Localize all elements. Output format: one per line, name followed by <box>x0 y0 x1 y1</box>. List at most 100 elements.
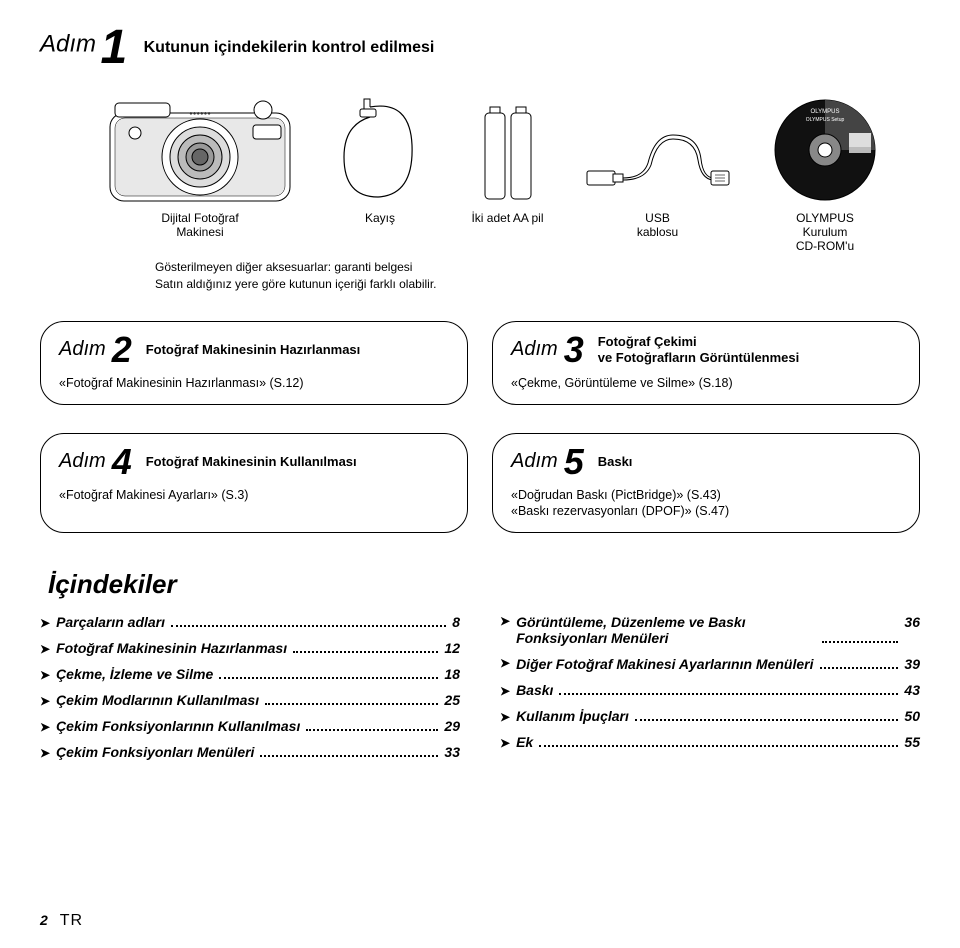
svg-text:●●●●●●: ●●●●●● <box>189 111 211 117</box>
toc-arrow-icon: ➤ <box>500 710 510 724</box>
toc-item-text: Diğer Fotoğraf Makinesi Ayarlarının Menü… <box>516 656 813 672</box>
toc-item: ➤ Diğer Fotoğraf Makinesi Ayarlarının Men… <box>500 656 920 672</box>
page-number: 2 <box>40 912 48 928</box>
strap-illustration <box>325 95 435 205</box>
toc-item: ➤ Fotoğraf Makinesinin Hazırlanması 12 <box>40 640 460 656</box>
svg-text:OLYMPUS: OLYMPUS <box>811 109 840 115</box>
toc-arrow-icon: ➤ <box>500 614 510 646</box>
toc-item-text: Çekme, İzleme ve Silme <box>56 666 213 682</box>
strap-icon <box>330 95 430 205</box>
toc-arrow-icon: ➤ <box>40 720 50 734</box>
toc-item: ➤ Çekim Fonksiyonları Menüleri 33 <box>40 744 460 760</box>
step3-ref: «Çekme, Görüntüleme ve Silme» (S.18) <box>511 376 901 390</box>
step1-note2: Satın aldığınız yere göre kutunun içeriğ… <box>155 276 920 293</box>
toc-item-text: Baskı <box>516 682 553 698</box>
step4-label: Adım <box>59 450 106 473</box>
usb-icon <box>583 115 733 205</box>
toc-dots <box>539 745 898 747</box>
toc-item-page: 29 <box>444 718 460 734</box>
toc-item-text: Çekim Modlarının Kullanılması <box>56 692 259 708</box>
toc-item: ➤Görüntüleme, Düzenleme ve Baskı Fonksiy… <box>500 614 920 646</box>
usb-label: USB kablosu <box>580 211 735 253</box>
toc-dots <box>306 729 438 731</box>
toc-item-text: Kullanım İpuçları <box>516 708 629 724</box>
toc-item-page: 39 <box>904 656 920 672</box>
toc-item: ➤ Parçaların adları 8 <box>40 614 460 630</box>
toc-item-page: 33 <box>444 744 460 760</box>
batteries-label: İki adet AA pil <box>460 211 555 253</box>
toc-arrow-icon: ➤ <box>500 736 510 750</box>
toc-dots <box>265 703 438 705</box>
step2-box: Adım 2 Fotoğraf Makinesinin Hazırlanması… <box>40 321 468 405</box>
step4-number: 4 <box>112 444 132 480</box>
step2-number: 2 <box>112 332 132 368</box>
step1-title: Kutunun içindekilerin kontrol edilmesi <box>144 39 435 57</box>
batteries-icon <box>473 95 543 205</box>
toc-item-text: Çekim Fonksiyonları Menüleri <box>56 744 254 760</box>
toc-arrow-icon: ➤ <box>40 746 50 760</box>
camera-illustration: ●●●●●● <box>100 95 300 205</box>
usb-illustration <box>580 115 735 205</box>
step3-box: Adım 3 Fotoğraf Çekimi ve Fotoğrafların … <box>492 321 920 405</box>
toc-dots <box>559 693 898 695</box>
cd-illustration: OLYMPUS OLYMPUS Setup <box>760 95 890 205</box>
step3-number: 3 <box>564 332 584 368</box>
toc-item-text: Parçaların adları <box>56 614 165 630</box>
page-footer: 2 TR <box>40 912 83 930</box>
toc-dots <box>260 755 438 757</box>
toc-item: ➤Kullanım İpuçları50 <box>500 708 920 724</box>
step5-box: Adım 5 Baskı «Doğrudan Baskı (PictBridge… <box>492 433 920 533</box>
toc-arrow-icon: ➤ <box>500 656 510 672</box>
step1-label: Adım <box>40 31 96 58</box>
step4-box: Adım 4 Fotoğraf Makinesinin Kullanılması… <box>40 433 468 533</box>
batteries-illustration <box>460 95 555 205</box>
camera-icon: ●●●●●● <box>105 95 295 205</box>
cd-label: OLYMPUS Kurulum CD-ROM'u <box>760 211 890 253</box>
strap-label: Kayış <box>325 211 435 253</box>
toc-dots <box>820 656 899 669</box>
toc-arrow-icon: ➤ <box>40 694 50 708</box>
toc-item-page: 12 <box>444 640 460 656</box>
box-contents-labels: Dijital Fotoğraf Makinesi Kayış İki adet… <box>100 211 920 253</box>
step5-number: 5 <box>564 444 584 480</box>
svg-text:OLYMPUS Setup: OLYMPUS Setup <box>806 117 845 123</box>
toc-dots <box>171 625 446 627</box>
toc-heading: İçindekiler <box>48 569 920 600</box>
toc-item-text: Fotoğraf Makinesinin Hazırlanması <box>56 640 287 656</box>
toc-item-page: 25 <box>444 692 460 708</box>
steps-row-4-5: Adım 4 Fotoğraf Makinesinin Kullanılması… <box>40 433 920 533</box>
step5-ref1: «Doğrudan Baskı (PictBridge)» (S.43) <box>511 488 901 502</box>
step4-ref: «Fotoğraf Makinesi Ayarları» (S.3) <box>59 488 449 502</box>
toc-dots <box>635 719 899 721</box>
toc-item-page: 36 <box>904 614 920 646</box>
toc-dots <box>293 651 438 653</box>
toc-item-text: Çekim Fonksiyonlarının Kullanılması <box>56 718 300 734</box>
toc-item-text: Ek <box>516 734 533 750</box>
toc-item-page: 55 <box>904 734 920 750</box>
toc-item: ➤ Ek 55 <box>500 734 920 750</box>
step5-ref2: «Baskı rezervasyonları (DPOF)» (S.47) <box>511 504 901 518</box>
step2-label: Adım <box>59 338 106 361</box>
toc-arrow-icon: ➤ <box>40 642 50 656</box>
toc-arrow-icon: ➤ <box>40 616 50 630</box>
toc-arrow-icon: ➤ <box>40 668 50 682</box>
toc-item-page: 43 <box>904 682 920 698</box>
toc-item: ➤ Çekim Fonksiyonlarının Kullanılması 29 <box>40 718 460 734</box>
step1-note1: Gösterilmeyen diğer aksesuarlar: garanti… <box>155 259 920 276</box>
toc-dots <box>822 614 898 643</box>
toc-arrow-icon: ➤ <box>500 684 510 698</box>
camera-label: Dijital Fotoğraf Makinesi <box>100 211 300 253</box>
toc-right-column: ➤Görüntüleme, Düzenleme ve Baskı Fonksiy… <box>500 614 920 770</box>
toc-item: ➤ Çekim Modlarının Kullanılması 25 <box>40 692 460 708</box>
toc-item-page: 8 <box>452 614 460 630</box>
step5-title: Baskı <box>598 454 633 470</box>
steps-row-2-3: Adım 2 Fotoğraf Makinesinin Hazırlanması… <box>40 321 920 405</box>
toc-item-text: Görüntüleme, Düzenleme ve Baskı Fonksiyo… <box>516 614 816 646</box>
step2-ref: «Fotoğraf Makinesinin Hazırlanması» (S.1… <box>59 376 449 390</box>
toc-left-column: ➤ Parçaların adları 8 ➤ Fotoğraf Makinesinin… <box>40 614 460 770</box>
step3-title: Fotoğraf Çekimi ve Fotoğrafların Görüntü… <box>598 334 800 365</box>
toc-item: ➤ Baskı 43 <box>500 682 920 698</box>
box-contents-row: ●●●●●● <box>100 95 920 205</box>
step1-number: 1 <box>100 20 127 75</box>
page-lang: TR <box>60 912 83 929</box>
